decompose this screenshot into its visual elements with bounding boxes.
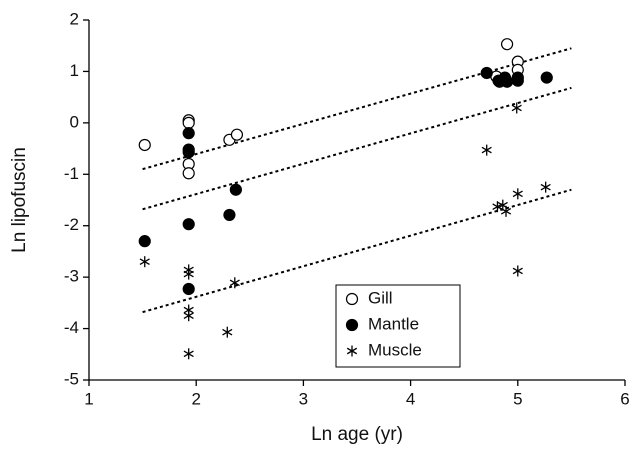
point-stroke <box>183 350 194 358</box>
point-stroke <box>229 279 240 287</box>
point <box>480 66 493 80</box>
point-stroke <box>183 270 194 278</box>
point <box>229 183 242 196</box>
point <box>183 348 194 360</box>
point-stroke <box>222 328 233 336</box>
y-tick-label: -2 <box>64 215 79 234</box>
x-tick-label: 3 <box>299 389 308 408</box>
point-stroke <box>183 312 194 320</box>
trend-line <box>142 86 572 211</box>
point <box>138 235 151 248</box>
point <box>230 128 244 141</box>
point-stroke <box>492 203 503 210</box>
y-tick-label: -4 <box>64 318 79 337</box>
point <box>183 268 194 280</box>
point <box>511 71 524 84</box>
point <box>182 127 195 140</box>
legend-label: Mantle <box>368 314 419 333</box>
point <box>229 277 240 289</box>
x-tick-label: 6 <box>620 389 629 408</box>
point-stroke <box>481 146 492 154</box>
point <box>481 144 492 156</box>
point <box>182 167 195 180</box>
point-stroke <box>183 306 194 314</box>
point <box>223 208 236 222</box>
point-stroke <box>511 104 522 112</box>
point <box>222 326 233 338</box>
x-axis-label: Ln age (yr) <box>311 424 403 445</box>
y-tick-label: -1 <box>64 164 79 183</box>
point <box>138 138 151 152</box>
x-tick-label: 2 <box>191 389 200 408</box>
point <box>183 310 194 322</box>
trend-line <box>142 47 572 171</box>
y-axis-label: Ln lipofuscin <box>9 147 30 253</box>
legend-marker <box>345 318 359 332</box>
y-tick-label: 0 <box>70 112 79 131</box>
point <box>182 282 195 296</box>
x-tick-label: 4 <box>406 389 415 408</box>
point <box>139 256 150 268</box>
legend-marker <box>346 345 358 357</box>
point-stroke <box>346 347 358 355</box>
point <box>540 71 553 84</box>
point <box>512 265 523 277</box>
trend-line <box>142 188 572 314</box>
point-stroke <box>139 258 150 266</box>
point <box>182 218 195 231</box>
point <box>540 181 551 193</box>
x-tick-label: 1 <box>84 389 93 408</box>
y-tick-label: 1 <box>70 61 79 80</box>
legend-label: Muscle <box>368 340 422 359</box>
point-stroke <box>512 190 523 198</box>
point <box>182 146 195 159</box>
point <box>182 116 195 129</box>
point-stroke <box>540 183 551 191</box>
point <box>511 102 522 114</box>
legend-label: Gill <box>368 288 393 307</box>
y-tick-label: 2 <box>70 9 79 28</box>
point <box>492 201 503 213</box>
point-stroke <box>500 208 512 215</box>
y-tick-label: -5 <box>64 369 79 388</box>
y-tick-label: -3 <box>64 267 79 286</box>
point-stroke <box>512 267 523 275</box>
point <box>500 205 512 217</box>
x-tick-label: 5 <box>513 389 522 408</box>
point <box>500 38 514 51</box>
point-stroke <box>497 201 508 209</box>
point <box>500 75 514 88</box>
point <box>512 188 523 200</box>
legend-marker <box>345 292 359 306</box>
